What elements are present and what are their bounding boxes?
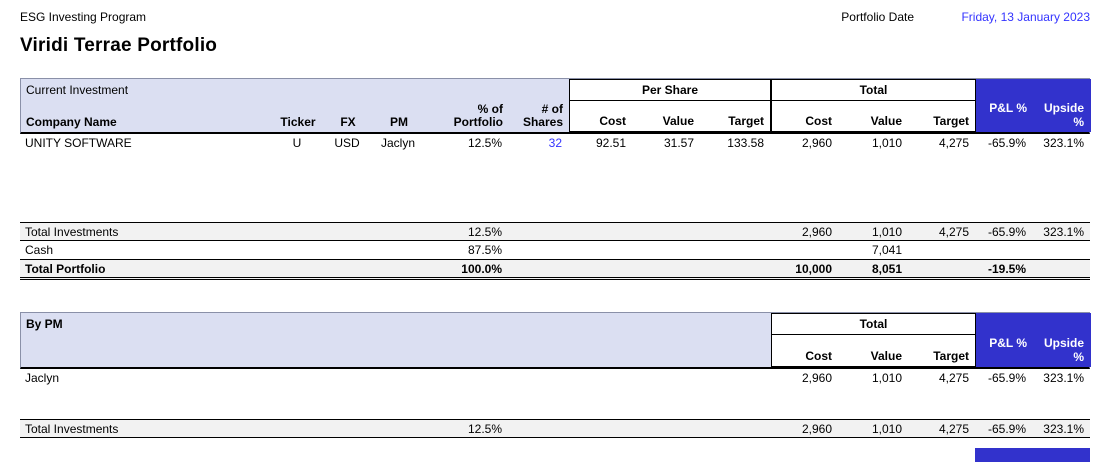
cell-total-cost: 10,000	[795, 262, 832, 276]
cell-ticker[interactable]: U	[292, 136, 302, 150]
cell-total-target: 4,275	[938, 371, 969, 385]
cell-upside-pct: 323.1%	[1043, 371, 1084, 385]
cell-ps-value: 31.57	[663, 136, 694, 150]
cell-total-value: 7,041	[871, 243, 902, 257]
cell-pm[interactable]: Jaclyn	[25, 371, 60, 385]
cell-total-cost: 2,960	[801, 371, 832, 385]
group-label-total: Total	[772, 314, 975, 335]
cell-total-target: 4,275	[938, 136, 969, 150]
cell-pm[interactable]: Jaclyn	[380, 136, 415, 150]
cell-pct-portfolio: 87.5%	[467, 243, 502, 257]
cell-upside-pct: 323.1%	[1043, 422, 1084, 436]
cell-total-value: 1,010	[871, 225, 902, 239]
group-per-share: Per Share Cost Value Target	[569, 79, 771, 132]
by-pm-table: By PM Total Cost Value Target P&L % Upsi…	[20, 312, 1091, 438]
col-header-total-value: Value	[870, 114, 902, 128]
total-portfolio-row: Total Portfolio 100.0% 10,000 8,051 -19.…	[20, 260, 1090, 280]
cell-pct-portfolio: 12.5%	[467, 422, 502, 436]
by-pm-header: By PM Total Cost Value Target P&L % Upsi…	[20, 312, 1091, 369]
cell-fx[interactable]: USD	[334, 136, 360, 150]
col-header-total-target: Target	[933, 349, 969, 363]
cell-pl-pct: -65.9%	[987, 225, 1026, 239]
cell-company[interactable]: UNITY SOFTWARE	[25, 136, 132, 150]
col-header-fx: FX	[340, 115, 356, 129]
current-investment-header: Current Investment Company Name Ticker F…	[20, 78, 1091, 134]
cell-ps-cost: 92.51	[595, 136, 626, 150]
cell-pl-pct: -65.9%	[987, 136, 1026, 150]
investment-row: UNITY SOFTWARE U USD Jaclyn 12.5% 32 92.…	[20, 134, 1090, 153]
program-label: ESG Investing Program	[20, 10, 147, 24]
col-header-upside-pct: Upside %	[1043, 336, 1084, 364]
col-header-upside-pct: Upside %	[1043, 101, 1084, 129]
col-header-ps-cost: Cost	[599, 114, 626, 128]
group-total: Total Cost Value Target	[771, 79, 976, 132]
cell-total-cost: 2,960	[801, 225, 832, 239]
empty-rows-spacer	[20, 153, 1090, 222]
group-label-per-share: Per Share	[570, 80, 770, 101]
col-header-pl-pct: P&L %	[989, 336, 1027, 350]
cell-upside-pct: 323.1%	[1043, 136, 1084, 150]
total-investments-label: Total Investments	[25, 225, 119, 239]
col-header-num-shares: # of Shares	[522, 102, 563, 129]
cell-ps-target: 133.58	[727, 136, 764, 150]
cash-label: Cash	[25, 243, 54, 257]
cell-total-value: 1,010	[871, 371, 902, 385]
group-pl-upside: P&L % Upside %	[976, 79, 1091, 132]
cell-num-shares[interactable]: 32	[548, 136, 562, 150]
cell-total-target: 4,275	[938, 225, 969, 239]
group-total: Total Cost Value Target	[771, 313, 976, 367]
total-portfolio-label: Total Portfolio	[25, 262, 106, 276]
empty-rows-spacer	[20, 388, 1090, 419]
page-title: Viridi Terrae Portfolio	[20, 35, 218, 56]
cell-total-value: 8,051	[871, 262, 902, 276]
cell-total-cost: 2,960	[801, 136, 832, 150]
cell-total-target: 4,275	[938, 422, 969, 436]
col-header-ticker: Ticker	[280, 115, 316, 129]
section-title-by-pm: By PM	[26, 317, 63, 331]
col-header-pl-pct: P&L %	[989, 101, 1027, 115]
col-header-total-target: Target	[933, 114, 969, 128]
total-investments-row: Total Investments 12.5% 2,960 1,010 4,27…	[20, 419, 1090, 438]
col-header-pm: PM	[390, 115, 408, 129]
cell-upside-pct: 323.1%	[1043, 225, 1084, 239]
cell-pct-portfolio: 12.5%	[467, 225, 502, 239]
col-header-company: Company Name	[26, 115, 117, 129]
cell-pl-pct: -65.9%	[987, 371, 1026, 385]
cell-total-value: 1,010	[871, 422, 902, 436]
next-section-pl-upside-header-strip	[975, 448, 1090, 462]
cell-total-cost: 2,960	[801, 422, 832, 436]
col-header-pct-portfolio: % of Portfolio	[453, 102, 503, 129]
col-header-total-value: Value	[870, 349, 902, 363]
cash-row: Cash 87.5% 7,041	[20, 241, 1090, 260]
pm-row: Jaclyn 2,960 1,010 4,275 -65.9% 323.1%	[20, 369, 1090, 388]
group-label-total: Total	[772, 80, 975, 101]
top-bar: ESG Investing Program Portfolio Date Fri…	[20, 10, 1090, 25]
portfolio-date-row: Portfolio Date Friday, 13 January 2023	[841, 10, 1090, 24]
total-investments-row: Total Investments 12.5% 2,960 1,010 4,27…	[20, 222, 1090, 241]
cell-total-value: 1,010	[871, 136, 902, 150]
section-title-current-investment: Current Investment	[26, 83, 129, 97]
portfolio-date-label: Portfolio Date	[841, 10, 914, 24]
cell-pct-portfolio: 100.0%	[461, 262, 502, 276]
col-header-total-cost: Cost	[805, 114, 832, 128]
portfolio-date-value[interactable]: Friday, 13 January 2023	[961, 10, 1090, 24]
cell-pl-pct: -19.5%	[987, 262, 1026, 276]
total-investments-label: Total Investments	[25, 422, 119, 436]
cell-pl-pct: -65.9%	[987, 422, 1026, 436]
col-header-total-cost: Cost	[805, 349, 832, 363]
current-investment-table: Current Investment Company Name Ticker F…	[20, 78, 1091, 280]
group-pl-upside: P&L % Upside %	[976, 313, 1091, 367]
cell-pct-portfolio: 12.5%	[467, 136, 502, 150]
col-header-ps-target: Target	[728, 114, 764, 128]
col-header-ps-value: Value	[662, 114, 694, 128]
